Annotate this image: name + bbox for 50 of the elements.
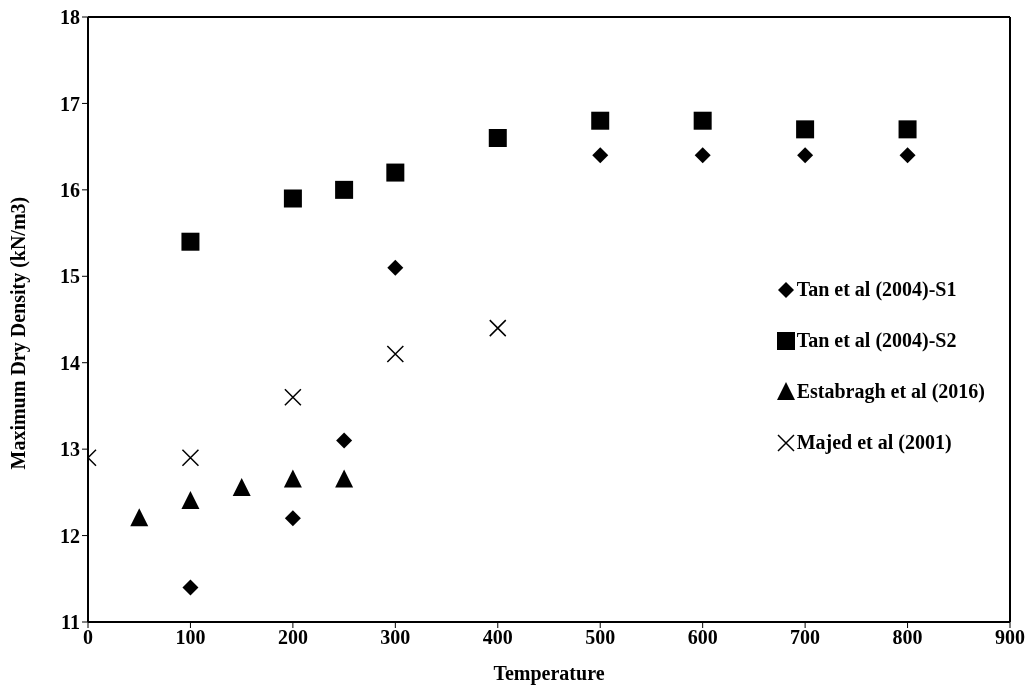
point bbox=[386, 345, 405, 363]
legend-label: Tan et al (2004)-S2 bbox=[796, 329, 957, 352]
point bbox=[592, 147, 609, 164]
legend-label: Tan et al (2004)-S1 bbox=[796, 278, 957, 301]
x-tick-label: 800 bbox=[892, 626, 923, 649]
point bbox=[181, 449, 200, 467]
point bbox=[693, 111, 712, 130]
y-tick-label: 18 bbox=[60, 6, 80, 29]
point bbox=[232, 478, 251, 497]
legend-label: Estabragh et al (2016) bbox=[796, 380, 985, 403]
x-tick-label: 400 bbox=[482, 626, 513, 649]
point bbox=[336, 432, 353, 449]
point bbox=[335, 180, 354, 199]
point bbox=[387, 259, 404, 276]
x-tick-label: 100 bbox=[175, 626, 206, 649]
y-tick-label: 16 bbox=[60, 178, 80, 201]
x-tick-label: 700 bbox=[790, 626, 821, 649]
legend-label: Majed et al (2001) bbox=[796, 431, 952, 454]
point bbox=[284, 388, 302, 407]
point bbox=[335, 469, 354, 488]
y-tick-label: 17 bbox=[60, 92, 80, 115]
point bbox=[284, 510, 301, 527]
x-tick-label: 900 bbox=[995, 626, 1025, 649]
point bbox=[797, 147, 814, 164]
point bbox=[182, 579, 199, 596]
point bbox=[181, 232, 200, 251]
x-axis-title: Temperature bbox=[493, 662, 605, 685]
point bbox=[283, 189, 302, 208]
point bbox=[899, 147, 916, 164]
y-tick-label: 12 bbox=[60, 524, 80, 547]
point bbox=[130, 508, 149, 527]
point bbox=[591, 111, 610, 130]
x-tick-label: 200 bbox=[277, 626, 308, 649]
x-tick-label: 300 bbox=[380, 626, 411, 649]
point bbox=[283, 469, 302, 488]
point bbox=[181, 491, 200, 509]
point bbox=[488, 129, 507, 147]
point bbox=[386, 163, 405, 182]
x-tick-label: 600 bbox=[687, 626, 718, 649]
y-tick-label: 14 bbox=[60, 351, 80, 374]
y-tick-label: 11 bbox=[61, 611, 80, 634]
y-axis-title: Maximum Dry Density (kN/m3) bbox=[7, 196, 31, 470]
point bbox=[796, 120, 815, 139]
point bbox=[489, 319, 507, 337]
point bbox=[898, 120, 917, 139]
y-tick-label: 13 bbox=[60, 438, 80, 461]
x-tick-label: 500 bbox=[585, 626, 616, 649]
point bbox=[694, 147, 711, 164]
x-tick-label: 0 bbox=[83, 626, 93, 649]
y-tick-label: 15 bbox=[60, 265, 80, 288]
